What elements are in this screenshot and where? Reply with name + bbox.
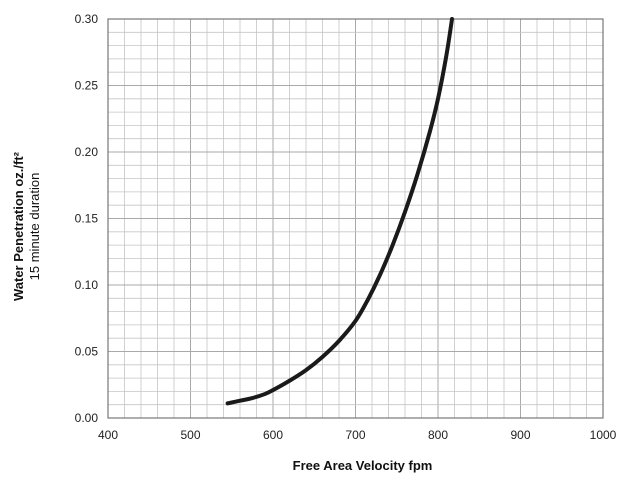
y-tick-label: 0.00 [75, 411, 99, 425]
plot-frame [107, 18, 604, 419]
x-tick-label: 500 [180, 428, 200, 442]
y-axis-subtitle: 15 minute duration [27, 173, 42, 281]
grid [108, 19, 603, 418]
y-axis-title: Water Penetration oz./ft² [11, 151, 26, 301]
y-tick-label: 0.20 [75, 145, 99, 159]
x-tick-label: 800 [428, 428, 448, 442]
y-tick-label: 0.10 [75, 278, 99, 292]
y-tick-label: 0.05 [75, 345, 99, 359]
x-tick-label: 700 [345, 428, 365, 442]
x-tick-label: 900 [510, 428, 530, 442]
x-axis-title: Free Area Velocity fpm [293, 458, 433, 473]
tick-labels: 400 500 600 700 800 900 1000 0.00 0.05 0.10 0.15 0.… [75, 12, 617, 442]
series-line [225, 17, 455, 406]
x-tick-label: 1000 [590, 428, 617, 442]
y-tick-label: 0.15 [75, 212, 99, 226]
x-tick-label: 400 [98, 428, 118, 442]
y-tick-label: 0.25 [75, 79, 99, 93]
y-tick-label: 0.30 [75, 12, 99, 26]
x-tick-label: 600 [263, 428, 283, 442]
